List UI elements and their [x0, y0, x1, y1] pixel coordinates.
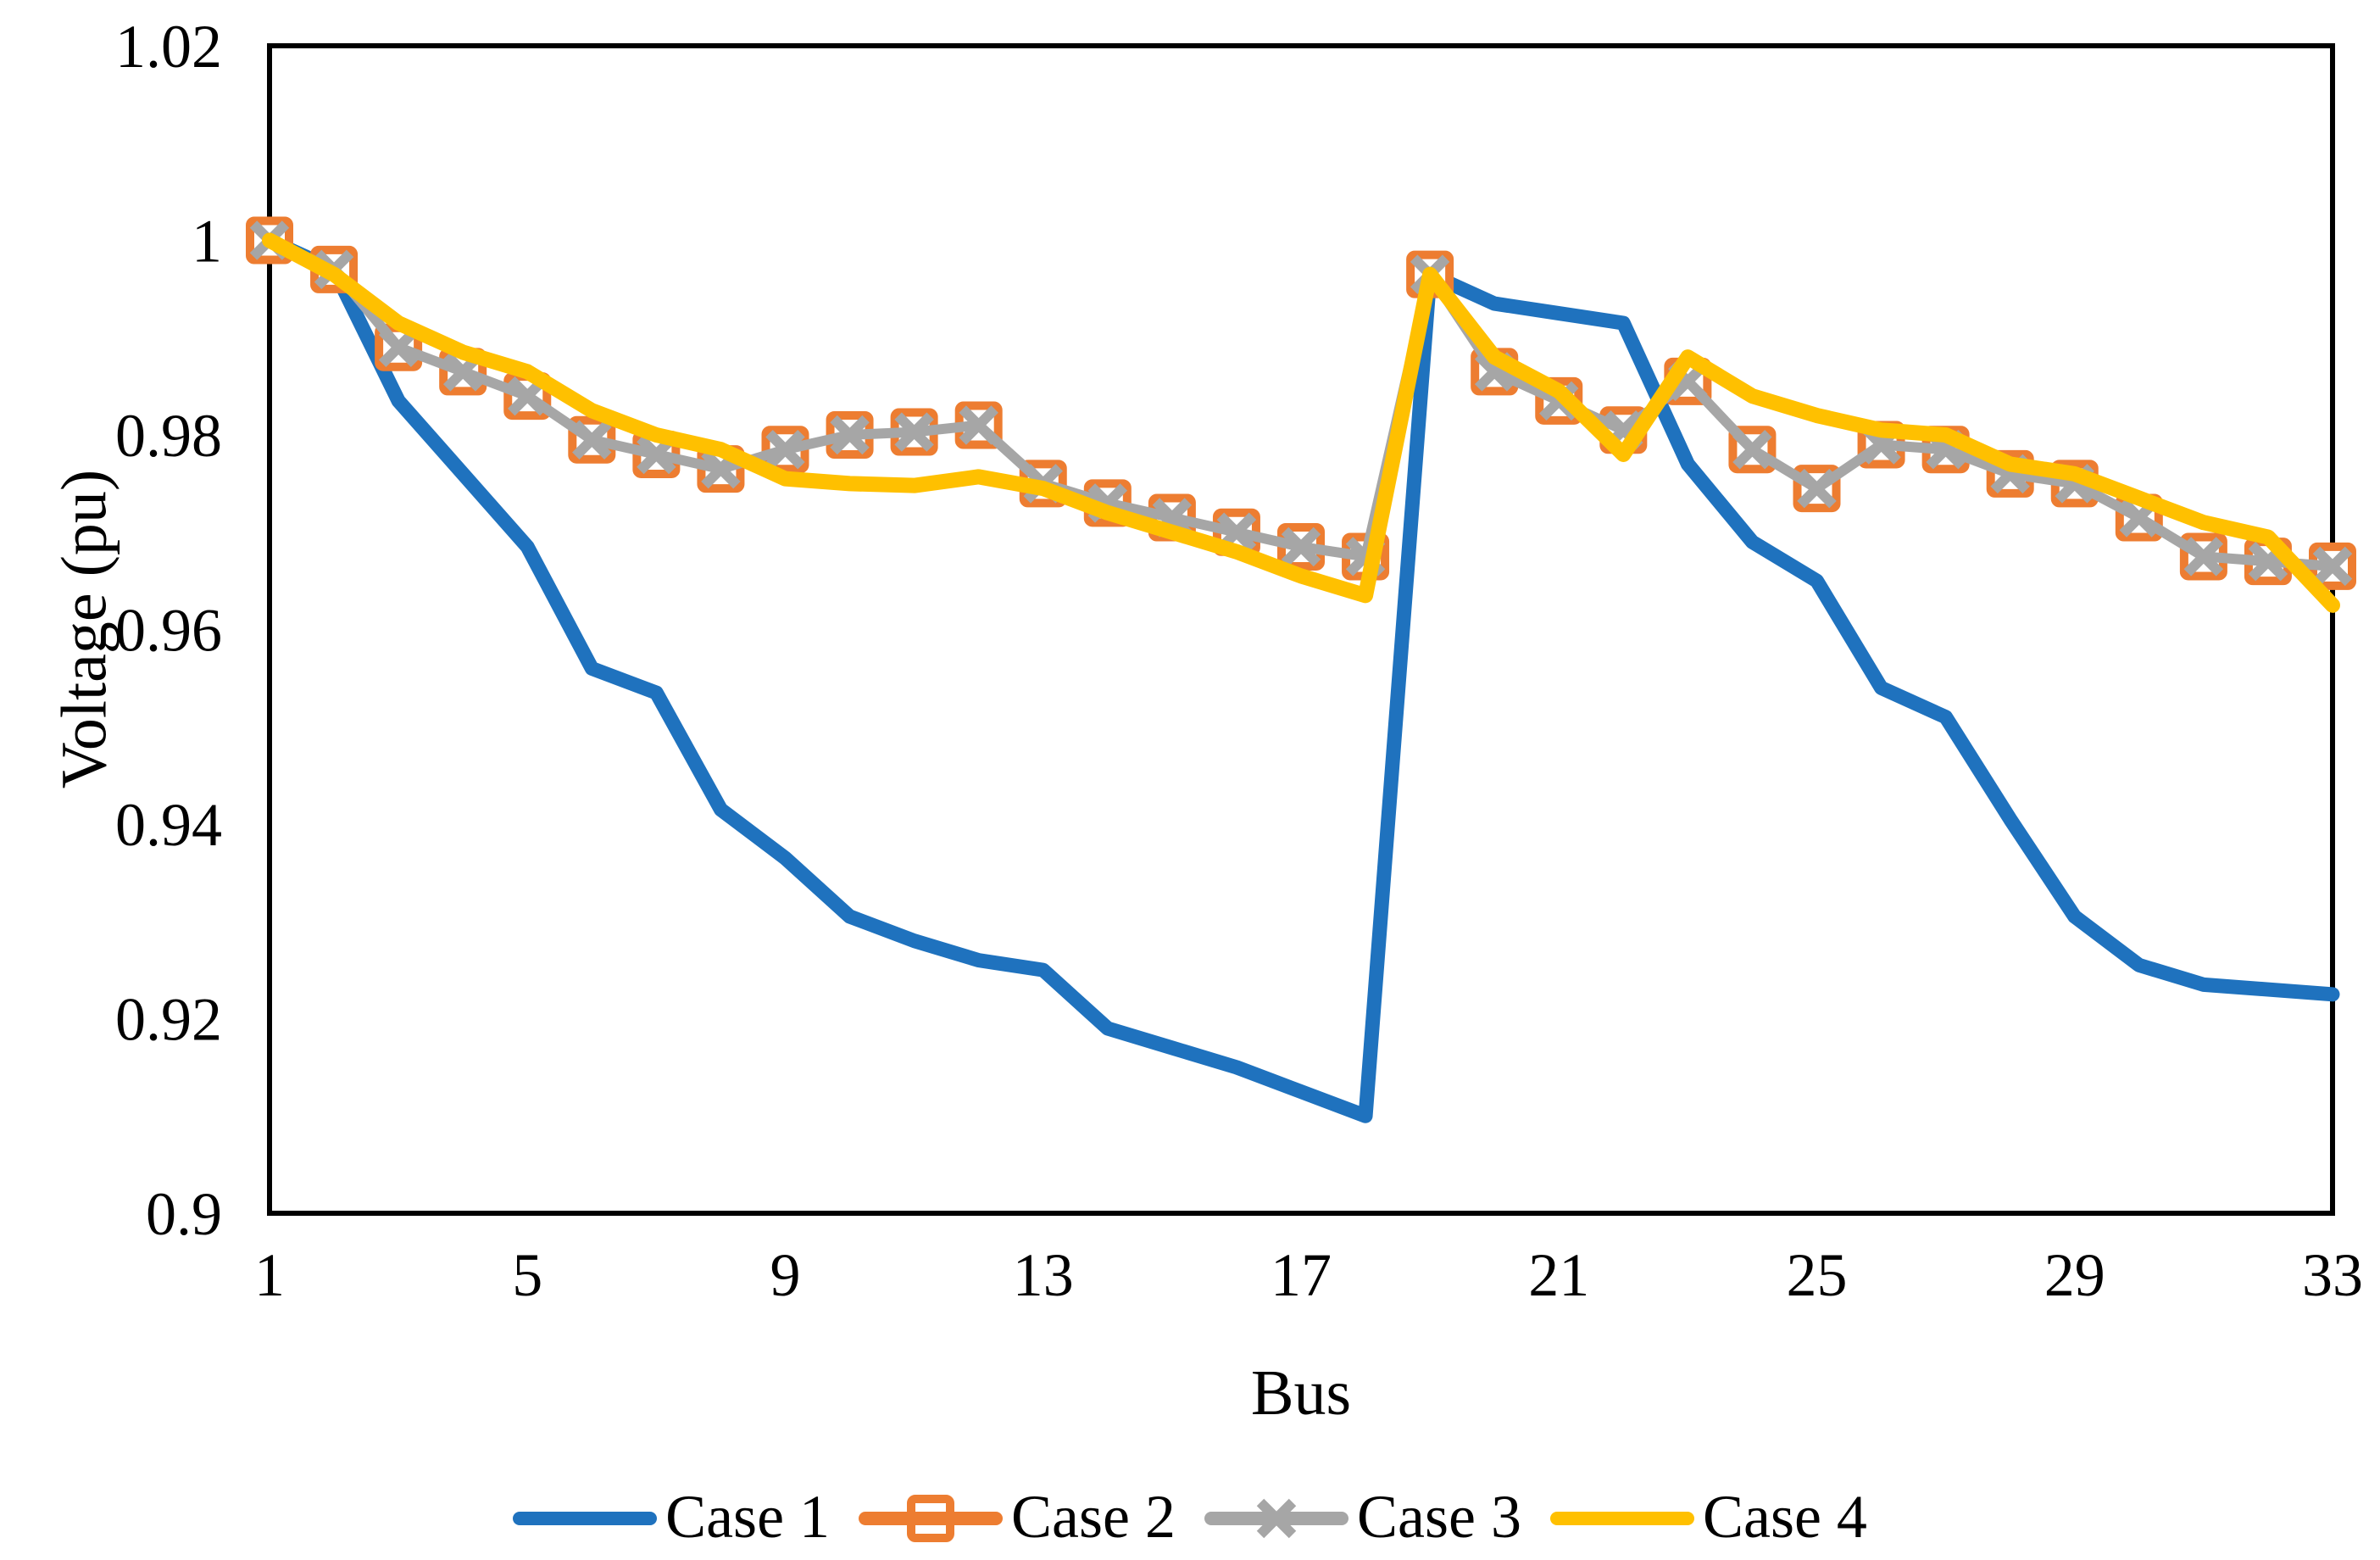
y-tick-label: 0.9 — [146, 1180, 222, 1248]
legend-label-case-4: Case 4 — [1702, 1483, 1867, 1551]
y-tick-label: 0.92 — [115, 986, 222, 1054]
x-marker — [2312, 546, 2353, 587]
y-tick-label: 1 — [192, 208, 222, 276]
y-tick-label: 0.96 — [115, 597, 222, 665]
x-marker — [1732, 429, 1772, 470]
y-axis-title: Voltage (pu) — [48, 469, 120, 789]
x-marker — [2183, 537, 2224, 577]
x-marker — [830, 415, 870, 455]
x-marker — [894, 412, 934, 452]
x-marker — [1281, 526, 1321, 567]
legend-item-case-1: Case 1 — [513, 1479, 830, 1555]
x-tick-label: 13 — [1013, 1241, 1074, 1309]
x-marker — [572, 420, 612, 460]
legend-item-case-2: Case 2 — [859, 1479, 1176, 1555]
x-tick-label: 17 — [1271, 1241, 1332, 1309]
case-1-line-swatch-icon — [513, 1479, 658, 1555]
y-tick-label: 0.98 — [115, 402, 222, 470]
legend-item-case-4: Case 4 — [1549, 1479, 1867, 1555]
legend-label-case-2: Case 2 — [1011, 1483, 1176, 1551]
case-4-line-swatch-icon — [1549, 1479, 1694, 1555]
x-tick-label: 5 — [512, 1241, 542, 1309]
legend-label-case-1: Case 1 — [665, 1483, 831, 1551]
x-marker — [1797, 468, 1837, 509]
legend-label-case-3: Case 3 — [1357, 1483, 1521, 1551]
legend-item-case-3: Case 3 — [1204, 1479, 1521, 1555]
y-tick-label: 1.02 — [115, 13, 222, 81]
series-line-case-4 — [262, 232, 2340, 613]
x-tick-label: 25 — [1787, 1241, 1848, 1309]
x-tick-label: 29 — [2044, 1241, 2105, 1309]
x-tick-label: 9 — [770, 1241, 801, 1309]
x-tick-label: 33 — [2302, 1241, 2363, 1309]
x-marker — [959, 405, 998, 445]
series-line-case-1 — [262, 233, 2340, 1123]
legend: Case 1 Case 2 Case 3 Case 4 — [0, 1479, 2380, 1555]
x-marker — [765, 429, 805, 470]
case-2-square-marker-swatch-icon — [859, 1479, 1004, 1555]
case-3-x-marker-swatch-icon — [1204, 1479, 1348, 1555]
x-axis-title: Bus — [1250, 1357, 1352, 1429]
x-marker — [378, 327, 419, 367]
x-tick-label: 1 — [254, 1241, 285, 1309]
y-tick-label: 0.94 — [115, 791, 222, 859]
x-tick-label: 21 — [1528, 1241, 1589, 1309]
